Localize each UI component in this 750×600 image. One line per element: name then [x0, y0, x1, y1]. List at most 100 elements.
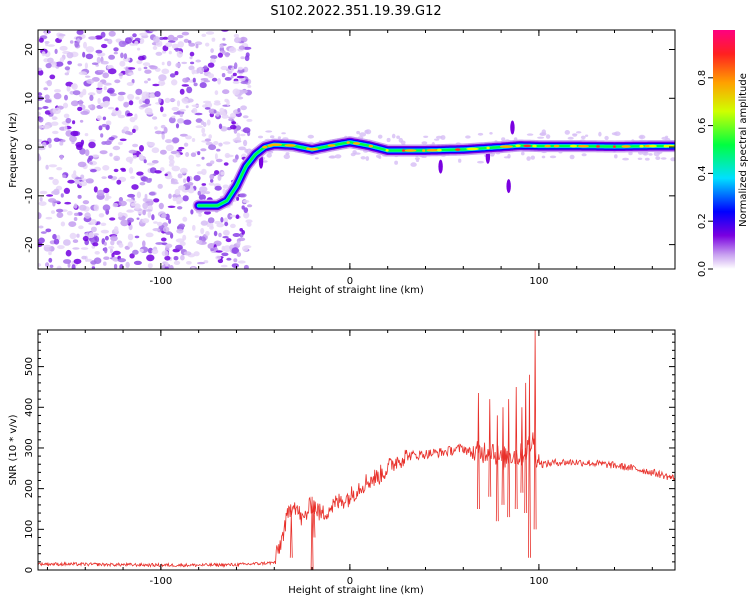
noise-blob: [38, 263, 42, 267]
noise-blob: [258, 135, 263, 139]
noise-blob: [177, 206, 183, 210]
noise-blob: [152, 45, 158, 50]
noise-blob: [103, 86, 107, 91]
ridge-peak: [284, 144, 296, 147]
noise-blob: [661, 136, 668, 140]
noise-blob: [202, 100, 212, 104]
noise-blob: [128, 149, 137, 154]
noise-blob: [80, 110, 89, 115]
noise-blob: [158, 202, 164, 210]
noise-blob: [235, 214, 240, 219]
noise-blob: [42, 106, 49, 109]
noise-blob: [52, 233, 57, 240]
snr-plot-area: [38, 330, 675, 570]
noise-blob: [637, 157, 643, 160]
noise-blob: [168, 154, 175, 161]
noise-blob: [215, 250, 223, 253]
noise-blob: [41, 51, 46, 57]
noise-blob: [410, 162, 417, 167]
noise-blob: [216, 148, 221, 152]
noise-blob: [67, 60, 72, 65]
noise-blob: [183, 178, 187, 183]
noise-blob: [185, 135, 192, 140]
noise-blob: [192, 107, 198, 114]
noise-blob: [91, 62, 99, 65]
noise-blob: [365, 156, 370, 161]
noise-blob: [614, 154, 618, 159]
noise-blob: [105, 120, 112, 126]
noise-blob: [503, 156, 511, 159]
noise-blob: [85, 46, 95, 53]
noise-blob: [200, 78, 209, 81]
noise-blob: [564, 130, 570, 135]
noise-blob: [136, 171, 144, 176]
noise-blob: [144, 209, 153, 212]
noise-blob: [167, 205, 176, 208]
noise-blob: [74, 41, 80, 48]
noise-blob: [48, 198, 57, 203]
noise-blob: [111, 176, 118, 180]
noise-blob: [243, 264, 249, 269]
noise-blob: [628, 151, 633, 156]
noise-blob: [222, 184, 229, 189]
noise-blob: [183, 119, 192, 125]
noise-blob: [38, 116, 44, 123]
noise-blob: [242, 127, 251, 134]
noise-blob: [414, 157, 420, 160]
noise-blob: [242, 245, 249, 252]
noise-blob: [173, 48, 182, 51]
noise-blob: [585, 134, 589, 137]
noise-blob: [143, 66, 148, 70]
noise-blob: [120, 219, 129, 227]
noise-blob: [80, 247, 89, 250]
noise-blob: [106, 89, 114, 93]
noise-blob: [93, 186, 98, 193]
noise-blob: [102, 72, 109, 79]
ridge-peak: [648, 144, 657, 148]
noise-blob: [185, 152, 190, 157]
noise-blob: [48, 164, 58, 168]
noise-blob: [76, 233, 80, 238]
noise-blob: [160, 167, 165, 172]
noise-blob: [224, 221, 229, 227]
noise-blob: [164, 173, 168, 177]
noise-blob: [164, 97, 171, 104]
noise-blob: [210, 248, 215, 252]
noise-blob: [229, 214, 237, 218]
noise-blob: [136, 60, 143, 65]
noise-blob: [100, 60, 109, 65]
noise-blob: [569, 154, 575, 160]
noise-blob: [109, 217, 116, 221]
noise-blob: [118, 242, 124, 248]
noise-blob: [231, 263, 239, 268]
noise-blob: [38, 154, 41, 161]
noise-blob: [204, 210, 211, 215]
noise-blob: [73, 258, 82, 265]
noise-blob: [176, 34, 184, 39]
noise-blob: [394, 160, 398, 165]
noise-blob: [196, 239, 203, 245]
noise-blob: [198, 194, 206, 201]
noise-blob: [123, 101, 129, 108]
noise-blob: [113, 226, 119, 233]
noise-blob: [50, 121, 59, 126]
noise-blob: [489, 132, 493, 135]
noise-blob: [549, 155, 557, 159]
noise-blob: [199, 82, 207, 89]
noise-blob: [178, 223, 186, 229]
noise-blob: [136, 217, 140, 220]
noise-blob: [127, 93, 135, 101]
noise-blob: [203, 80, 211, 83]
noise-blob: [94, 35, 103, 40]
noise-blob: [72, 120, 76, 125]
noise-blob: [207, 62, 215, 68]
noise-blob: [126, 82, 134, 86]
noise-blob: [90, 219, 97, 225]
noise-blob: [64, 201, 72, 205]
noise-blob: [241, 205, 245, 210]
x-tick-label: 100: [529, 576, 548, 587]
noise-blob: [226, 257, 232, 261]
noise-blob: [90, 169, 97, 173]
noise-blob: [213, 101, 221, 106]
noise-blob: [74, 179, 81, 185]
